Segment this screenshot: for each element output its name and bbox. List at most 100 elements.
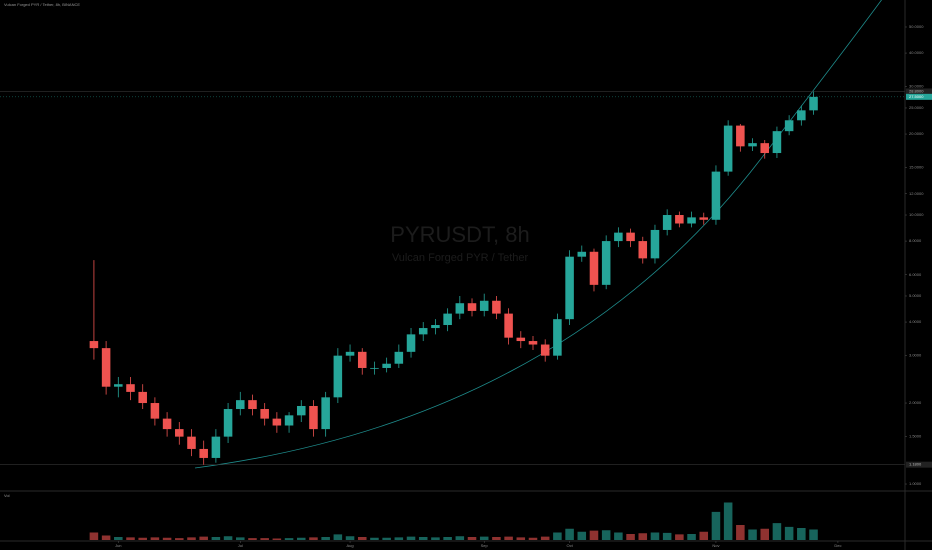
high-line-label: 28.8000 <box>909 89 924 94</box>
candle-body <box>187 436 196 449</box>
candle-body <box>809 96 818 111</box>
candle-body <box>797 110 806 121</box>
volume-bar <box>540 536 550 540</box>
candle-body <box>309 405 318 430</box>
volume-bar <box>162 537 172 540</box>
volume-bar <box>260 538 269 540</box>
y-tick-label: 4.0000 <box>909 319 922 324</box>
candle-body <box>357 351 367 368</box>
volume-bar <box>772 523 782 540</box>
candle-body <box>626 232 635 242</box>
candle-body <box>199 448 208 458</box>
candle-body <box>455 303 465 314</box>
volume-bar <box>662 532 672 540</box>
volume-bar <box>394 537 404 540</box>
y-tick-label: 15.0000 <box>909 165 924 170</box>
volume-bar <box>553 532 562 540</box>
volume-bar <box>284 538 294 540</box>
candle-body <box>406 334 416 352</box>
volume-bar <box>589 530 599 540</box>
candle-body <box>650 229 660 259</box>
candle-body <box>272 418 282 426</box>
y-tick-label: 8.0000 <box>909 238 922 243</box>
low-line-label: 1.1800 <box>909 462 922 467</box>
volume-bar <box>687 534 696 540</box>
y-tick-label: 50.0000 <box>909 24 924 29</box>
candle-body <box>736 125 745 147</box>
candle-body <box>321 397 330 430</box>
volume-bar <box>89 532 99 540</box>
volume-bar <box>528 537 538 540</box>
candle-body <box>248 400 257 410</box>
volume-bar <box>236 537 245 540</box>
candle-body <box>711 171 721 220</box>
y-tick-label: 6.0000 <box>909 272 922 277</box>
y-tick-label: 40.0000 <box>909 50 924 55</box>
last-price-label: 27.5000 <box>909 94 924 99</box>
last-price-tag <box>906 93 932 100</box>
y-tick-label: 5.0000 <box>909 293 922 298</box>
volume-bar <box>150 537 160 540</box>
candle-body <box>223 409 233 437</box>
volume-bar <box>114 537 123 540</box>
volume-bar <box>601 530 611 540</box>
candle-body <box>101 348 111 387</box>
candle-body <box>150 403 160 419</box>
volume-bar <box>211 537 221 540</box>
y-tick-label: 1.0000 <box>909 481 922 486</box>
candle-body <box>638 241 648 259</box>
candle-body <box>784 120 794 132</box>
y-tick-label: 20.0000 <box>909 131 924 136</box>
candle-body <box>394 351 404 364</box>
volume-bar <box>479 536 489 540</box>
volume-bar <box>418 537 428 540</box>
y-tick-label: 25.0000 <box>909 105 924 110</box>
watermark-subtitle: Vulcan Forged PYR / Tether <box>392 252 529 264</box>
candle-body <box>138 391 147 404</box>
volume-bar <box>699 531 709 540</box>
candle-body <box>492 300 501 314</box>
candle-body <box>345 351 355 356</box>
volume-bar <box>467 537 477 540</box>
candle-body <box>382 363 391 368</box>
candle-body <box>553 319 562 356</box>
volume-bar <box>175 538 184 540</box>
volume-bar <box>272 538 282 540</box>
candle-body <box>418 328 428 335</box>
volume-bar <box>504 536 513 540</box>
candle-body <box>675 215 684 224</box>
y-tick-label: 12.0000 <box>909 191 924 196</box>
low-line-tag <box>906 461 932 468</box>
x-tick-label: Aug <box>346 543 353 548</box>
volume-bar <box>736 525 745 540</box>
volume-bar <box>357 537 367 540</box>
volume-bar <box>138 537 147 540</box>
watermark: PYRUSDT, 8h <box>390 222 529 247</box>
candle-body <box>114 384 123 387</box>
x-tick-label: Dec <box>834 543 841 548</box>
y-tick-label: 1.5000 <box>909 434 922 439</box>
candle-body <box>577 251 587 257</box>
volume-label: Vol <box>4 493 10 498</box>
volume-bar <box>455 536 465 540</box>
volume-bar <box>723 502 733 540</box>
volume-bar <box>516 537 526 540</box>
volume-bar <box>321 537 330 540</box>
candle-body <box>284 415 294 426</box>
volume-bar <box>650 532 660 540</box>
volume-bar <box>748 529 757 540</box>
x-tick-label: Nov <box>712 543 719 548</box>
x-tick-label: Oct <box>566 543 573 548</box>
volume-bar <box>431 537 440 540</box>
volume-bar <box>614 532 623 540</box>
candle-body <box>260 409 269 419</box>
volume-bar <box>443 537 452 540</box>
candle-body <box>528 341 538 345</box>
y-tick-label: 10.0000 <box>909 212 924 217</box>
candle-body <box>614 232 623 242</box>
candle-body <box>89 341 99 349</box>
volume-bar <box>675 534 684 540</box>
candle-body <box>175 429 184 437</box>
volume-bar <box>309 537 318 540</box>
